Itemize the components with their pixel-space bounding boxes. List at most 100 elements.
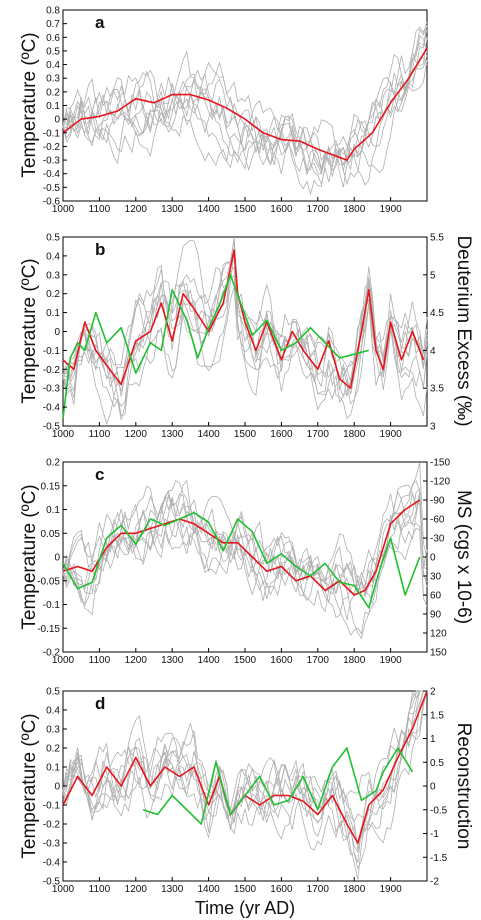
y-tick-label: -0.05	[37, 576, 60, 587]
y2-tick-label: 4.5	[430, 308, 444, 319]
x-tick-label: 1300	[161, 429, 184, 440]
y-tick-label: 0.15	[41, 481, 61, 492]
x-tick-label: 1700	[307, 884, 330, 895]
x-tick-label: 1200	[125, 884, 148, 895]
ensemble-line	[62, 50, 428, 176]
x-tick-label: 1600	[270, 884, 293, 895]
x-tick-label: 1800	[343, 429, 366, 440]
ensemble-line	[62, 690, 427, 844]
y2-axis-title-d: Reconstruction	[453, 723, 474, 850]
ensemble-line	[62, 690, 427, 844]
panel-b: 0.5 0.4 0.3 0.2 0.1 0 -0.1 -0.2 -0.3 -0.4 -0.5 5.5…	[19, 233, 474, 441]
y2-tick-label: 0.5	[430, 758, 444, 769]
y-tick-label: -0.2	[43, 820, 61, 831]
ensemble-line	[62, 55, 428, 176]
panel-c: 0.20.150.10.050-0.05-0.1-0.15-0.2 -150-1…	[19, 458, 474, 667]
y2-tick-label: 30	[430, 572, 442, 583]
x-tick-label: 1400	[197, 655, 220, 666]
x-tick-label: 1700	[307, 204, 330, 215]
y-tick-label: 0	[54, 553, 60, 564]
y-tick-label: 0.5	[46, 46, 60, 57]
y2-tick-label: 5	[430, 270, 436, 281]
y2-tick-label: 1	[430, 734, 436, 745]
series-layer-d	[62, 690, 428, 844]
y-tick-label: -0.3	[43, 384, 61, 395]
y-axis-c: 0.2 0.15 0.1 0.05 0 -0.05 -0.1 -0.15 -0.2	[37, 458, 67, 659]
y-tick-label: 0.4	[46, 251, 60, 262]
x-tick-label: 1200	[125, 429, 148, 440]
y-tick-label: 0.5	[46, 687, 60, 698]
x-tick-label: 1800	[343, 655, 366, 666]
y2-tick-label: 150	[430, 648, 447, 659]
ensemble-lines-a	[62, 21, 428, 196]
ensemble-line	[62, 248, 428, 393]
x-tick-label: 1000	[52, 884, 75, 895]
y-tick-label: -0.1	[43, 600, 61, 611]
y-tick-label: 0	[54, 115, 60, 126]
x-tick-label: 1300	[161, 884, 184, 895]
y-tick-label: -0.1	[43, 346, 61, 357]
panel-label-d: d	[95, 694, 105, 713]
y-tick-label: 0.8	[46, 6, 60, 17]
y-tick-label: -0.4	[43, 403, 61, 414]
ensemble-line	[62, 495, 428, 640]
y-tick-label: 0.2	[46, 289, 60, 300]
y-tick-label: 0.1	[46, 505, 60, 516]
y2-tick-label: -30	[430, 534, 445, 545]
y2-axis-c: -150 -120 -90 -60 -30 0 30 60 90 120 150	[423, 458, 450, 659]
ensemble-line	[62, 239, 428, 417]
y-axis-b: 0.5 0.4 0.3 0.2 0.1 0 -0.1 -0.2 -0.3 -0.4 -0.5	[43, 233, 67, 433]
red-series-line	[62, 47, 428, 161]
x-tick-label: 1800	[343, 884, 366, 895]
red-series-line	[62, 499, 421, 596]
x-tick-label: 1000	[52, 655, 75, 666]
ensemble-line	[62, 485, 428, 605]
green-series-line	[142, 747, 414, 825]
y-tick-label: 0.4	[46, 60, 60, 71]
y-tick-label: -0.2	[43, 365, 61, 376]
red-series-line	[62, 249, 425, 390]
y2-axis-title-b: Deuterium Excess (‰)	[453, 235, 474, 426]
x-axis-title: Time (yr AD)	[195, 898, 295, 918]
x-tick-label: 1600	[270, 655, 293, 666]
ensemble-line	[62, 690, 428, 833]
y-tick-label: -0.5	[43, 877, 61, 888]
x-tick-label: 1200	[125, 655, 148, 666]
series-layer-a	[62, 47, 428, 161]
y2-tick-label: 0	[430, 553, 436, 564]
y2-tick-label: 90	[430, 610, 442, 621]
x-tick-label: 1100	[89, 884, 111, 895]
series-layer-c	[62, 499, 421, 609]
y-tick-label: 0.05	[41, 529, 61, 540]
ensemble-line	[62, 690, 428, 880]
y2-tick-label: 3	[430, 422, 436, 433]
y-tick-label: 0.3	[46, 74, 60, 85]
green-series-line	[62, 511, 421, 609]
x-tick-label: 1000	[52, 204, 75, 215]
y-tick-label: 0.7	[46, 19, 60, 30]
x-tick-label: 1800	[343, 204, 366, 215]
x-tick-label: 1100	[89, 429, 111, 440]
y-tick-label: -0.1	[43, 801, 61, 812]
red-series-line	[62, 690, 428, 844]
green-series-line	[62, 273, 370, 419]
ensemble-line	[62, 480, 428, 621]
y2-tick-label: 3.5	[430, 384, 444, 395]
x-tick-label: 1200	[125, 204, 148, 215]
x-tick-label: 1700	[307, 429, 330, 440]
y-tick-label: 0	[54, 327, 60, 338]
x-axis-c: 1000 1100 1200 1300 1400 1500 1600 1700 1800 1900	[52, 648, 402, 666]
y-tick-label: -0.3	[43, 839, 61, 850]
x-tick-label: 1300	[161, 204, 184, 215]
panel-a: 0.8 0.7 0.6 0.5 0.4 0.3 0.2 0.1 0 -0.1 -0.2 -0.3 -0.…	[19, 6, 428, 215]
y-tick-label: 0.3	[46, 725, 60, 736]
ensemble-line	[62, 690, 427, 870]
y-tick-label: -0.2	[43, 648, 61, 659]
y2-tick-label: 120	[430, 629, 447, 640]
y-tick-label: -0.3	[43, 156, 61, 167]
y-tick-label: 0	[54, 782, 60, 793]
x-tick-label: 1100	[89, 204, 111, 215]
y-axis-title-d: Temperature (ºC)	[19, 713, 40, 858]
y-tick-label: -0.15	[37, 624, 60, 635]
y2-axis-d: 2 1.5 1 0.5 0 -0.5 -1 -1.5 -2	[423, 687, 448, 888]
